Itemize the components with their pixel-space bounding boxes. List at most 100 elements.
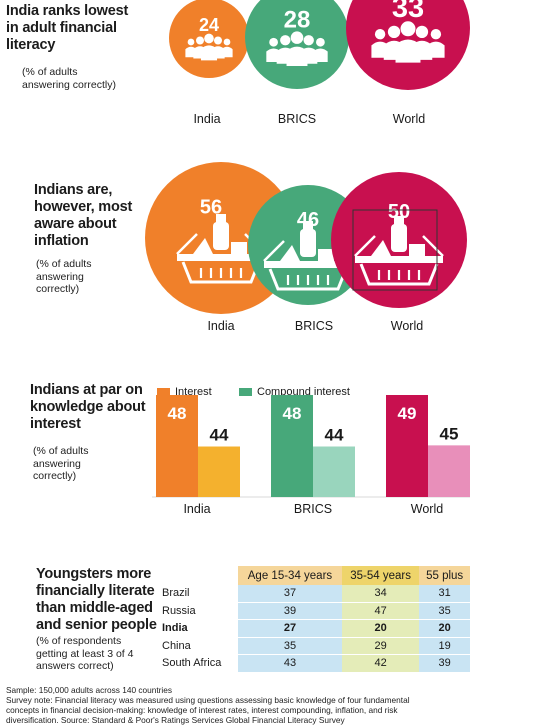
circle-world: 50: [331, 172, 467, 308]
subtitle-line: (% of respondents: [36, 635, 122, 647]
subtitle-line: (% of adults: [36, 258, 92, 270]
bar-value-label: 44: [325, 426, 344, 445]
value-cell: 42: [341, 654, 420, 673]
shopping-basket-icon: [263, 221, 353, 291]
section1-title: India ranks lowest in adult financial li…: [6, 3, 128, 54]
circle-world: 33: [346, 0, 470, 90]
title-line: India ranks lowest: [6, 3, 129, 19]
section3-subtitle: (% of adults answering correctly): [33, 445, 88, 483]
value-label: 33: [392, 0, 424, 24]
literacy-circles-chart: 24 28 33 India BRICS World: [169, 0, 470, 126]
section4-subtitle: (% of respondents getting at least 3 of …: [36, 635, 133, 673]
subtitle-line: answering: [33, 457, 81, 470]
value-cell: 29: [341, 637, 420, 655]
footer-notes: Sample: 150,000 adults across 140 countr…: [6, 685, 534, 725]
value-label: 24: [199, 15, 219, 35]
survey-note-line: Survey note: Financial literacy was meas…: [6, 695, 410, 705]
bar-interest: [156, 395, 198, 497]
shopping-basket-icon: [354, 216, 444, 286]
value-cell: 39: [238, 602, 342, 620]
bar-value-label: 49: [398, 404, 417, 423]
age-literacy-table: Age 15-34 years 35-54 years 55 plus Braz…: [156, 566, 470, 673]
bar-interest: [271, 395, 313, 497]
sample-note: Sample: 150,000 adults across 140 countr…: [6, 685, 173, 695]
highlight-frame: [352, 209, 438, 291]
country-cell: Russia: [156, 602, 238, 620]
subtitle-line: correctly): [36, 283, 80, 295]
circle-shape: [245, 0, 349, 89]
category-label: World: [393, 112, 425, 126]
column-header: 35-54 years: [341, 566, 420, 585]
title-line: interest: [30, 416, 81, 432]
value-label: 50: [388, 201, 410, 223]
table-row: Brazil 37 34 31: [156, 585, 470, 603]
value-label: 56: [200, 197, 222, 219]
section2-subtitle: (% of adults answering correctly): [36, 258, 91, 296]
bar-compound-interest: [428, 445, 470, 497]
subtitle-line: (% of adults: [22, 66, 78, 78]
survey-note-line: concepts in financial decision-making: k…: [6, 705, 398, 715]
section3-title: Indians at par on knowledge about intere…: [30, 382, 146, 433]
people-group-icon: [266, 31, 328, 67]
survey-note-line: diversification. Source: Standard & Poor…: [6, 715, 345, 725]
title-line: in adult financial: [6, 20, 117, 36]
category-label: BRICS: [294, 502, 332, 516]
interest-bar-chart: India BRICS World 48 44 48 44 49 45: [152, 395, 470, 516]
table-row: China 35 29 19: [156, 637, 470, 655]
section4-title: Youngsters more financially literate tha…: [36, 566, 157, 634]
subtitle-line: answers correct): [36, 660, 114, 672]
category-label: India: [193, 112, 220, 126]
table-header-row: Age 15-34 years 35-54 years 55 plus: [156, 566, 470, 585]
value-cell: 47: [341, 602, 420, 620]
people-group-icon: [185, 33, 233, 61]
section2-title: Indians are, however, most aware about i…: [34, 182, 132, 250]
subtitle-line: (% of adults: [33, 445, 89, 457]
value-cell: 19: [419, 637, 470, 655]
value-label: 46: [297, 209, 319, 231]
subtitle-line: answering correctly): [22, 78, 116, 91]
bar-value-label: 45: [440, 424, 459, 443]
category-label: World: [391, 319, 423, 333]
legend-swatch: [239, 388, 252, 397]
subtitle-line: getting at least 3 of 4: [36, 647, 134, 660]
country-cell: India: [156, 619, 238, 638]
value-cell: 37: [238, 585, 342, 603]
value-label: 28: [284, 7, 311, 34]
value-cell: 35: [238, 637, 342, 655]
bar-value-label: 48: [283, 404, 302, 423]
category-label: BRICS: [295, 319, 333, 333]
bar-interest: [386, 395, 428, 497]
column-header: 55 plus: [419, 566, 470, 585]
value-cell: 27: [238, 619, 342, 638]
header-blank: [156, 566, 238, 585]
value-cell: 20: [419, 619, 470, 638]
title-line: and senior people: [36, 617, 157, 633]
title-line: inflation: [34, 233, 89, 249]
bar-compound-interest: [198, 446, 240, 497]
title-line: than middle-aged: [36, 600, 153, 616]
country-cell: China: [156, 637, 238, 655]
inflation-circles-chart: 56 46 50 India BRICS World: [145, 162, 467, 333]
people-group-icon: [371, 21, 445, 63]
title-line: Indians are,: [34, 182, 113, 198]
table-row: South Africa 43 42 39: [156, 654, 470, 673]
category-label: BRICS: [278, 112, 316, 126]
title-line: aware about: [34, 216, 117, 232]
value-cell: 39: [419, 654, 470, 673]
subtitle-line: answering: [36, 270, 84, 283]
title-line: Indians at par on: [30, 382, 143, 398]
title-line: however, most: [34, 199, 133, 215]
country-cell: South Africa: [156, 654, 238, 673]
bar-value-label: 44: [210, 426, 229, 445]
value-cell: 43: [238, 654, 342, 673]
value-cell: 34: [341, 585, 420, 603]
category-label: India: [207, 319, 234, 333]
title-line: financially literate: [36, 583, 155, 599]
circle-brics: 28: [245, 0, 349, 89]
circle-india: 24: [169, 0, 249, 78]
subtitle-line: correctly): [33, 470, 77, 482]
bar-compound-interest: [313, 446, 355, 497]
column-header: Age 15-34 years: [238, 566, 342, 585]
value-cell: 35: [419, 602, 470, 620]
title-line: knowledge about: [30, 399, 146, 415]
